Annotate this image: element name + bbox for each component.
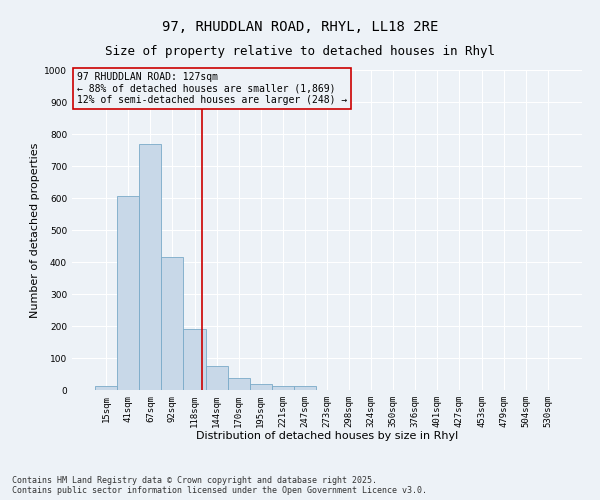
Bar [272,386,294,390]
Bar [294,386,316,390]
Text: 97, RHUDDLAN ROAD, RHYL, LL18 2RE: 97, RHUDDLAN ROAD, RHYL, LL18 2RE [162,20,438,34]
Text: Contains HM Land Registry data © Crown copyright and database right 2025.
Contai: Contains HM Land Registry data © Crown c… [12,476,427,495]
Bar [117,196,139,390]
Text: Size of property relative to detached houses in Rhyl: Size of property relative to detached ho… [105,45,495,58]
Bar [206,366,227,390]
Bar [139,144,161,390]
Bar [227,378,250,390]
Text: 97 RHUDDLAN ROAD: 127sqm
← 88% of detached houses are smaller (1,869)
12% of sem: 97 RHUDDLAN ROAD: 127sqm ← 88% of detach… [77,72,347,105]
Bar [161,257,184,390]
Y-axis label: Number of detached properties: Number of detached properties [30,142,40,318]
Bar [250,384,272,390]
Bar [95,386,117,390]
Bar [184,329,206,390]
X-axis label: Distribution of detached houses by size in Rhyl: Distribution of detached houses by size … [196,432,458,442]
